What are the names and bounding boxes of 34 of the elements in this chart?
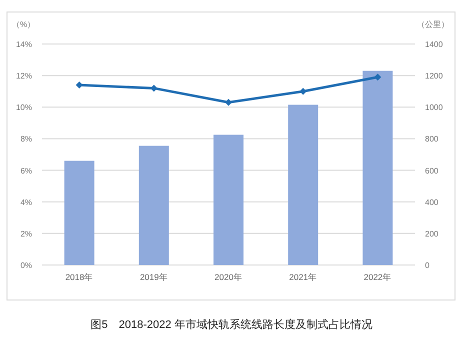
x-tick-label: 2022年: [364, 272, 392, 282]
bar: [362, 70, 393, 265]
y2-tick-label: 600: [425, 166, 439, 176]
y2-tick-label: 1200: [425, 72, 444, 81]
point: [374, 74, 382, 81]
y2-tick-label: 400: [425, 198, 439, 207]
y2-tick-label: 1000: [425, 103, 444, 112]
point: [150, 84, 158, 92]
point: [76, 82, 83, 89]
y2-tick-label: 800: [425, 134, 439, 144]
bar: [64, 160, 94, 265]
y2-tick-label: 1400: [425, 40, 444, 49]
y2-axis-title: （公里）: [417, 20, 449, 29]
point: [300, 88, 307, 95]
y-tick-label: 10%: [16, 103, 32, 112]
bar: [138, 146, 169, 265]
y-axis-title: （%）: [12, 20, 36, 29]
x-tick-label: 2021年: [289, 272, 318, 282]
y2-tick-label: 0: [425, 261, 430, 270]
y-tick-label: 12%: [16, 72, 32, 81]
y-tick-label: 2%: [20, 229, 32, 238]
caption: 图5 2018-2022 年市域快轨系统线路长度及制式占比情况: [90, 318, 372, 331]
y-tick-label: 8%: [20, 134, 32, 144]
bar: [214, 134, 244, 265]
x-tick-label: 2020年: [214, 272, 242, 282]
y-tick-label: 6%: [20, 166, 32, 176]
y2-tick-label: 200: [425, 229, 439, 238]
y-tick-label: 14%: [16, 40, 32, 49]
x-tick-label: 2018年: [65, 272, 94, 282]
bar: [288, 104, 318, 265]
y-tick-label: 4%: [20, 198, 32, 207]
x-tick-label: 2019年: [140, 272, 168, 282]
point: [225, 98, 232, 106]
y-tick-label: 0%: [20, 261, 32, 270]
